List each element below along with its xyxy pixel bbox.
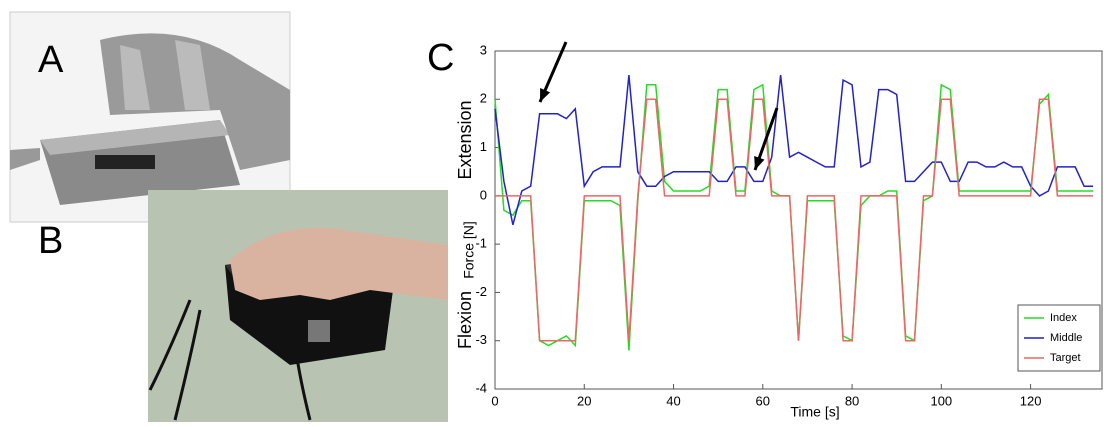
y-tick-label: 0 [480,187,487,202]
annotation: Flexion [455,291,475,349]
legend-label: Index [1050,312,1077,324]
photo-b [148,190,448,422]
series-line [494,75,1094,225]
x-tick-label: 120 [1020,393,1042,408]
x-tick-label: 100 [930,393,952,408]
y-tick-label: -2 [475,284,487,299]
legend-label: Middle [1050,332,1082,344]
y-tick-label: 3 [480,42,487,57]
series-line [495,98,1094,342]
arrow-head [540,88,551,102]
legend-label: Target [1050,352,1081,364]
y-tick-label: -1 [475,236,487,251]
x-tick-label: 20 [577,393,591,408]
x-tick-label: 60 [756,393,770,408]
y-axis-label: Force [N] [461,221,477,279]
x-tick-label: 80 [845,393,859,408]
panel-label: C [427,37,454,79]
y-tick-label: 1 [480,139,487,154]
x-tick-label: 40 [666,393,680,408]
y-tick-label: -3 [475,332,487,347]
arrow-head [754,156,765,170]
panel-label: A [38,39,64,81]
panel-label: B [38,220,63,262]
annotation: Extension [455,100,475,179]
y-tick-label: 2 [480,91,487,106]
x-tick-label: 0 [491,393,498,408]
x-axis-label: Time [s] [790,404,839,420]
photo-a [9,11,291,223]
y-tick-label: -4 [475,380,487,395]
